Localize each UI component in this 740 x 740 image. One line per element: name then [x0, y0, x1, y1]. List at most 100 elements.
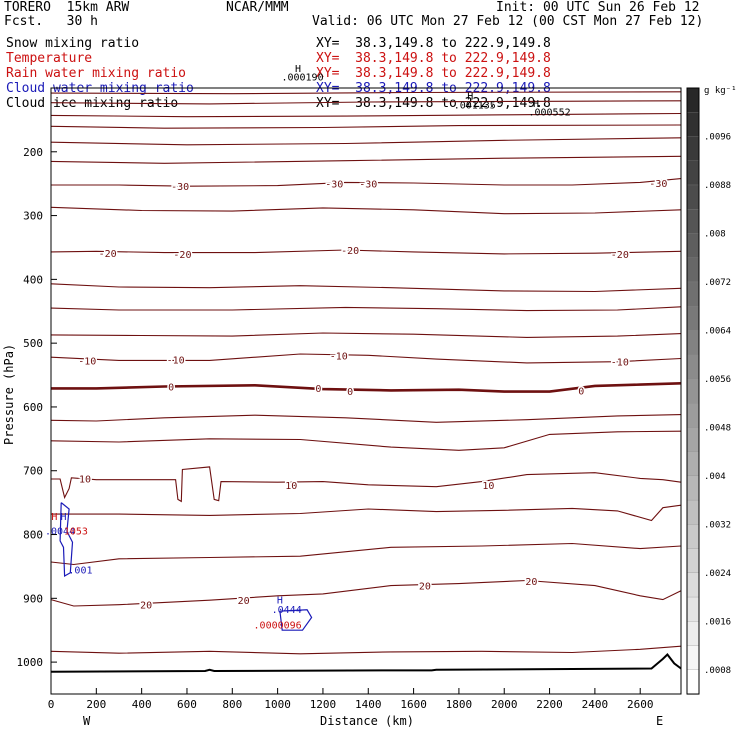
x-tick-label: 2200	[536, 698, 563, 711]
maximum-marker-label: .0444	[272, 605, 302, 616]
temperature-contour	[51, 504, 682, 522]
temperature-contour-label: 0	[168, 383, 174, 394]
y-axis: 200 300 400 500 600 700 800 900 1000	[17, 146, 57, 669]
y-tick-label: 800	[23, 529, 43, 542]
temperature-contour	[50, 112, 682, 118]
temperature-contour	[50, 332, 682, 338]
temperature-contour-label: -20	[173, 250, 191, 261]
temperature-contour	[50, 137, 682, 146]
legend-temperature: Temperature	[6, 51, 93, 66]
colorbar-segment	[686, 209, 700, 235]
temperature-contour-label: -30	[359, 180, 377, 191]
temperature-contour-label: 20	[140, 601, 152, 612]
temperature-contour-label: 10	[482, 481, 494, 492]
colorbar-segment	[686, 499, 700, 525]
cloud-water-contours	[59, 502, 313, 631]
colorbar-segment	[686, 524, 700, 550]
temperature-contour-label: -20	[611, 250, 629, 261]
temperature-contour-label: 10	[79, 474, 91, 485]
temperature-contour	[50, 353, 682, 364]
colorbar-segment	[686, 184, 700, 210]
temperature-contour-label: -30	[171, 182, 189, 193]
legend-rain: Rain water mixing ratio	[6, 66, 187, 81]
x-tick-label: 2000	[491, 698, 518, 711]
colorbar-label: .0096	[704, 132, 731, 142]
colorbar-segment	[686, 136, 700, 162]
temperature-contour	[50, 430, 682, 451]
maximum-marker-label: H	[533, 99, 539, 110]
temperature-contour-label: 0	[578, 386, 584, 397]
x-axis: 0 200 400 600 800 1000 1200 1400 1600 1800 2000 220…	[48, 688, 654, 711]
init-time: Init: 00 UTC Sun 26 Feb 12	[496, 0, 700, 15]
x-tick-label: 2600	[627, 698, 654, 711]
y-tick-label: 900	[23, 592, 43, 605]
temperature-contour-label: -10	[611, 358, 629, 369]
temperature-contour-label: -20	[99, 249, 117, 260]
colorbar-segment	[686, 548, 700, 574]
y-tick-label: 400	[23, 273, 43, 286]
maximum-marker-label: H	[467, 91, 473, 102]
colorbar-segment	[686, 621, 700, 647]
temperature-contour	[50, 124, 682, 129]
colorbar-segment	[686, 354, 700, 380]
x-tick-label: 400	[132, 698, 152, 711]
x-tick-label: 1200	[310, 698, 337, 711]
legend-cloud-ice-xy: XY= 38.3,149.8 to 222.9,149.8	[316, 96, 551, 111]
x-tick-label: 1400	[355, 698, 382, 711]
colorbar-label: .0088	[704, 181, 731, 191]
temperature-contour-label: -10	[167, 356, 185, 367]
colorbar-segment	[686, 233, 700, 259]
x-tick-label: 2400	[582, 698, 609, 711]
x-tick-label: 800	[222, 698, 242, 711]
temperature-contours	[50, 91, 682, 655]
maximum-marker-label: .0000096	[254, 620, 302, 631]
colorbar-label: .0016	[704, 617, 731, 627]
colorbar-label: .0024	[704, 569, 731, 579]
colorbar-label: .0032	[704, 520, 731, 530]
maximum-marker-label: .000552	[528, 107, 570, 118]
forecast-hour: Fcst. 30 h	[4, 14, 98, 29]
colorbar-label: .0064	[704, 326, 731, 336]
plot-frame	[50, 87, 682, 695]
colorbar-segment	[686, 596, 700, 622]
y-tick-label: 700	[23, 465, 43, 478]
temperature-contour	[50, 414, 682, 423]
x-axis-label: Distance (km)	[320, 714, 414, 728]
temperature-contour-label: -10	[78, 356, 96, 367]
y-axis-label: Pressure (hPa)	[2, 344, 16, 445]
colorbar-segment	[686, 427, 700, 453]
legend-cloud-water: Cloud water mixing ratio	[6, 81, 194, 96]
x-tick-label: 200	[86, 698, 106, 711]
temperature-contour	[51, 178, 682, 187]
maximum-marker-label: H	[295, 64, 301, 75]
west-label: W	[83, 714, 91, 728]
temperature-contour-label: -30	[325, 180, 343, 191]
temperature-contour	[50, 645, 682, 655]
temperature-contour	[50, 100, 682, 105]
temperature-contour	[50, 91, 682, 95]
x-tick-label: 600	[177, 698, 197, 711]
temperature-contour-label: 20	[525, 577, 537, 588]
y-tick-label: 600	[23, 401, 43, 414]
legend-snow: Snow mixing ratio	[6, 36, 140, 51]
temperature-contour-label: 10	[285, 481, 297, 492]
agency-label: NCAR/MMM	[226, 0, 289, 15]
maximum-marker-label: .001135	[454, 100, 496, 111]
legend-rain-xy: XY= 38.3,149.8 to 222.9,149.8	[316, 66, 551, 81]
x-tick-label: 0	[48, 698, 55, 711]
terrain-line	[50, 652, 682, 673]
legend-temperature-xy: XY= 38.3,149.8 to 222.9,149.8	[316, 51, 551, 66]
colorbar-segment	[686, 87, 700, 113]
temperature-contour	[50, 249, 682, 255]
ground-line	[50, 652, 682, 673]
colorbar-label: .0056	[704, 375, 731, 385]
colorbar: .0096 .0088 .008 .0072 .0064 .0056 .0048 .004 .0…	[686, 87, 731, 695]
temperature-contour-label: 0	[347, 387, 353, 398]
cloud-water-contour	[59, 502, 74, 578]
temperature-contour	[50, 155, 682, 164]
x-tick-label: 1600	[400, 698, 427, 711]
maximum-marker-label: .001	[68, 565, 92, 576]
